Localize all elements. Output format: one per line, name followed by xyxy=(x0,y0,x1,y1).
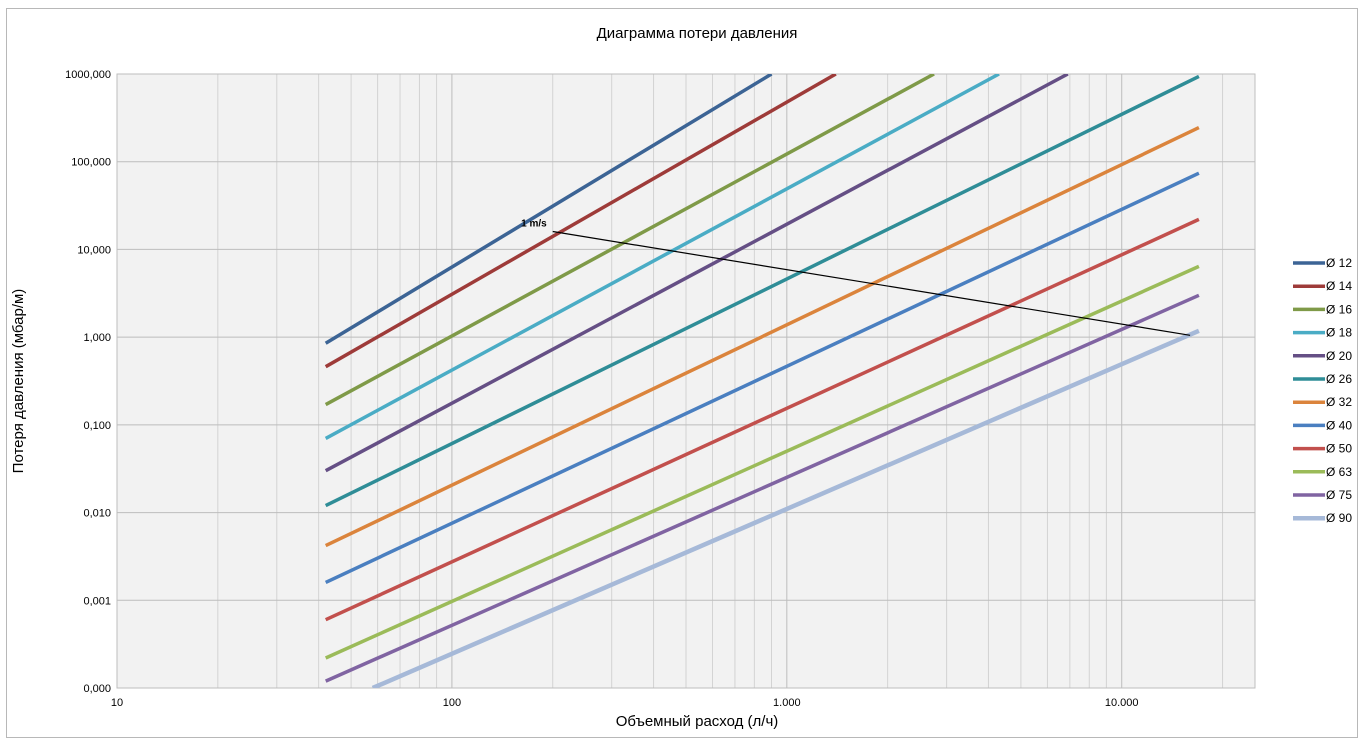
series-line-12 xyxy=(324,74,773,345)
series-lines xyxy=(324,74,1200,688)
series-line-16 xyxy=(324,74,935,407)
series-line-40 xyxy=(324,171,1200,584)
legend-label: Ø 12 xyxy=(1326,256,1352,270)
y-tick-label: 100,000 xyxy=(71,157,111,169)
legend: Ø 12 Ø 14 Ø 16 Ø 18 Ø 20 Ø 26 Ø 32 Ø 40 Ø 50 Ø 63… xyxy=(1293,256,1352,525)
y-tick-label: 1,000 xyxy=(83,332,111,344)
pressure-loss-chart: Диаграмма потери давления 0,000 0,001 0,01… xyxy=(10,25,1352,730)
series-line-26 xyxy=(324,74,1200,508)
chart-title: Диаграмма потери давления xyxy=(597,25,798,42)
legend-label: Ø 26 xyxy=(1326,372,1352,386)
y-axis-ticks: 0,000 0,001 0,010 0,100 1,000 10,000 100,000 10… xyxy=(65,69,111,695)
x-tick-label: 1.000 xyxy=(773,697,801,709)
y-tick-label: 10,000 xyxy=(77,244,111,256)
legend-label: Ø 32 xyxy=(1326,395,1352,409)
annotations: 1 m/s xyxy=(521,219,1191,336)
series-line-14 xyxy=(324,74,837,369)
legend-label: Ø 16 xyxy=(1326,302,1352,316)
legend-label: Ø 63 xyxy=(1326,465,1352,479)
legend-label: Ø 90 xyxy=(1326,511,1352,525)
legend-label: Ø 50 xyxy=(1326,442,1352,456)
annotation-label: 1 m/s xyxy=(521,219,547,230)
legend-label: Ø 40 xyxy=(1326,418,1352,432)
y-tick-label: 1000,000 xyxy=(65,69,111,81)
y-axis-title: Потеря давления (мбар/м) xyxy=(10,289,27,474)
series-line-18 xyxy=(324,74,1000,440)
y-tick-label: 0,001 xyxy=(83,595,111,607)
legend-label: Ø 14 xyxy=(1326,279,1352,293)
y-tick-label: 0,000 xyxy=(83,683,111,695)
legend-label: Ø 20 xyxy=(1326,349,1352,363)
x-tick-label: 100 xyxy=(443,697,461,709)
annotation-line xyxy=(552,230,1191,336)
series-line-32 xyxy=(324,126,1200,548)
x-axis-ticks: 10 100 1.000 10.000 xyxy=(111,697,1139,709)
series-line-75 xyxy=(324,293,1200,683)
x-tick-label: 10.000 xyxy=(1105,697,1139,709)
x-axis-title: Объемный расход (л/ч) xyxy=(616,713,779,730)
y-tick-label: 0,010 xyxy=(83,508,111,520)
series-line-20 xyxy=(324,74,1069,473)
series-line-90 xyxy=(371,328,1200,688)
legend-label: Ø 75 xyxy=(1326,488,1352,502)
series-line-50 xyxy=(324,217,1200,622)
series-line-63 xyxy=(324,264,1200,660)
legend-label: Ø 18 xyxy=(1326,326,1352,340)
chart-frame: Диаграмма потери давления 0,000 0,001 0,01… xyxy=(6,8,1358,738)
x-tick-label: 10 xyxy=(111,697,123,709)
y-tick-label: 0,100 xyxy=(83,420,111,432)
